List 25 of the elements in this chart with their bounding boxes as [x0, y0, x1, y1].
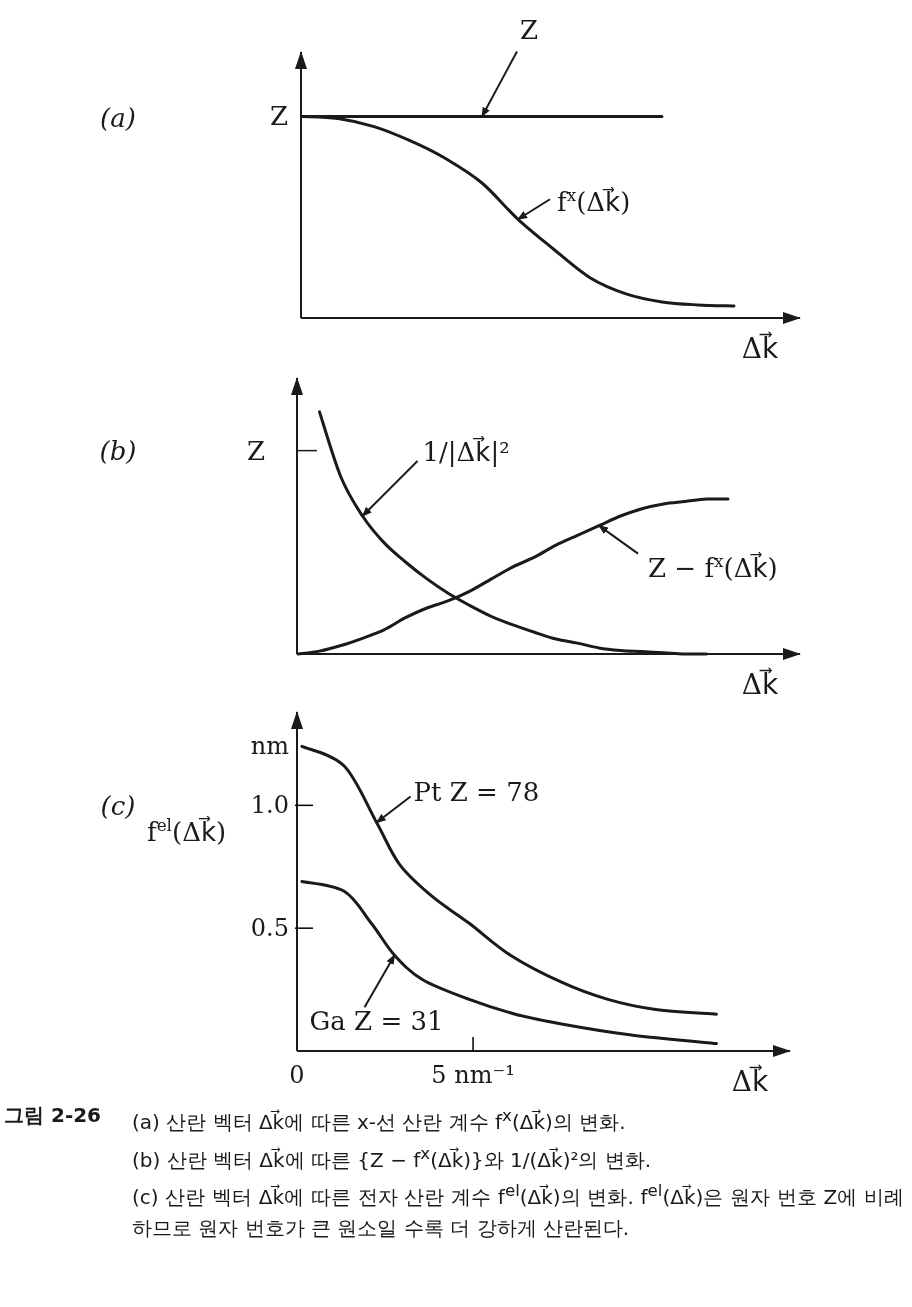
caption: 그림 2-26 — [4, 1102, 102, 1129]
text: (c) — [100, 791, 136, 821]
legend-label: Pt Z = 78 — [413, 776, 540, 807]
legend-label: f$^{x}$(Δk⃗) — [557, 185, 631, 218]
text: (c) 산란 벡터 Δk⃗에 따른 전자 산란 계수 f$^{el}$(Δk⃗)의 변화. f$^{el}$(Δk⃗)은 원자 번호 Z에 비례하므로 원자 번호가 큰 원소일 수록 더 강하게 산란된다. — [132, 1181, 904, 1240]
annotation: Z — [269, 101, 288, 132]
series-label: Z − f$^{x}$(Δk⃗) — [648, 550, 778, 583]
line-series — [300, 880, 718, 1046]
y-tick-label: nm — [250, 732, 290, 761]
text: (b) 산란 벡터 Δk⃗에 따른 {Z − f$^{x}$(Δk⃗)}와 1/(Δk⃗)²의 변화. — [132, 1142, 653, 1174]
text: Z — [246, 435, 265, 466]
text: 1/|Δk⃗|² — [422, 436, 510, 467]
y-tick-label: 0.5 — [250, 914, 289, 943]
x-axis-title: Δk⃗ — [741, 666, 779, 701]
series-label: Ga Z = 31 — [309, 1006, 444, 1037]
y-axis-title: f$^{el}$(Δk⃗) — [147, 814, 227, 847]
text: (b) — [99, 436, 137, 466]
text: (a) 산란 벡터 Δk⃗에 따른 x-선 산란 계수 f$^{x}$(Δk⃗)의 변화. — [132, 1105, 627, 1136]
x-tick-label: 5 nm⁻¹ — [431, 1061, 515, 1089]
x-axis-title: Δk⃗ — [741, 330, 779, 365]
x-axis-title: Δk⃗ — [731, 1063, 769, 1098]
text: Z — [519, 15, 539, 46]
y-tick-label: 1.0 — [250, 791, 289, 820]
x-tick-label: 0 — [289, 1061, 305, 1089]
chart-title: (a) — [100, 103, 136, 133]
